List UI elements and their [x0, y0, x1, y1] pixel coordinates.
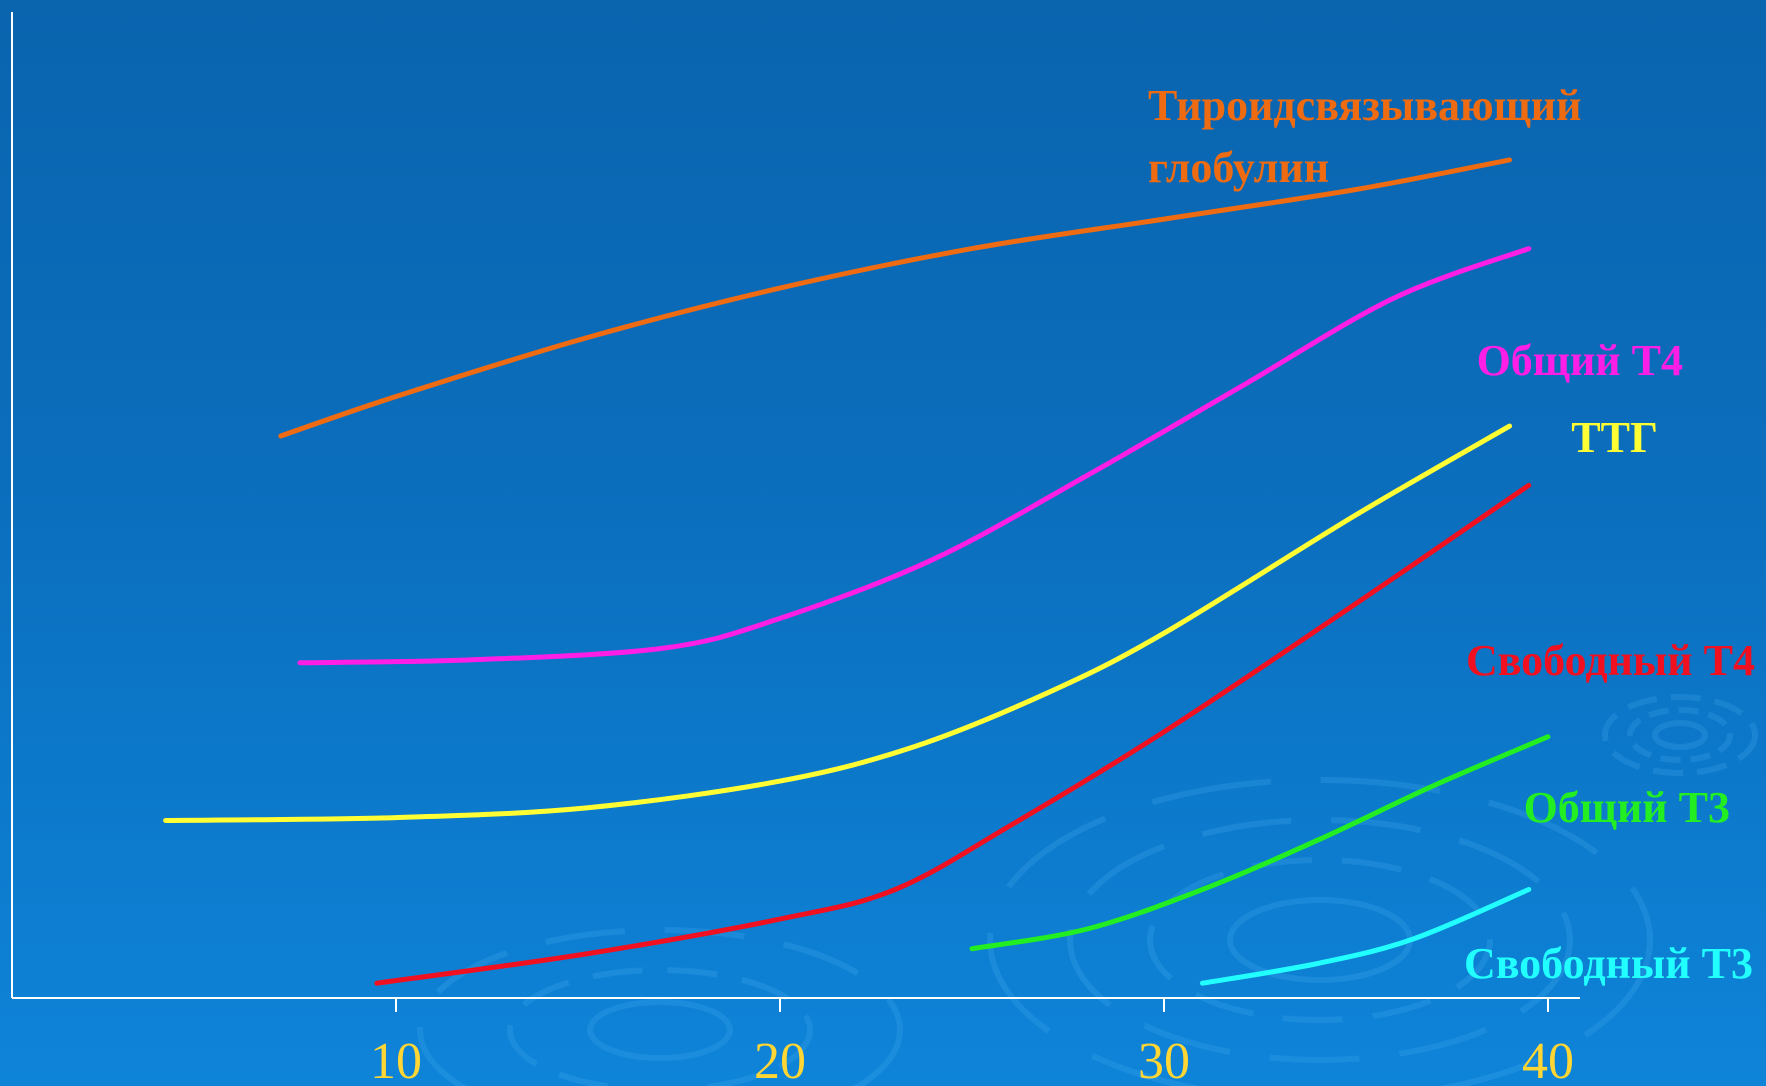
series-2-line [163, 423, 1513, 823]
series-4-label: Общий Т3 [1524, 783, 1730, 832]
series-4-line [969, 734, 1551, 952]
series-3-label: Свободный Т4 [1466, 636, 1755, 685]
series-1-line [297, 246, 1532, 666]
series-2-label: ТТГ [1571, 413, 1658, 462]
series-0-label-line-2: глобулин [1148, 143, 1329, 192]
series-5-label: Свободный Т3 [1464, 939, 1753, 988]
ripple-decoration [417, 694, 1758, 1086]
x-tick-label-10: 10 [370, 1033, 422, 1086]
x-tick-label-40: 40 [1522, 1033, 1574, 1086]
series-3-line [374, 482, 1532, 986]
series-0-line [278, 157, 1513, 439]
x-tick-label-30: 30 [1138, 1033, 1190, 1086]
series-0-label-line-1: Тироидсвязывающий [1148, 81, 1581, 130]
series-1-label: Общий Т4 [1477, 336, 1683, 385]
x-tick-label-20: 20 [754, 1033, 806, 1086]
series-5-line [1199, 887, 1532, 986]
